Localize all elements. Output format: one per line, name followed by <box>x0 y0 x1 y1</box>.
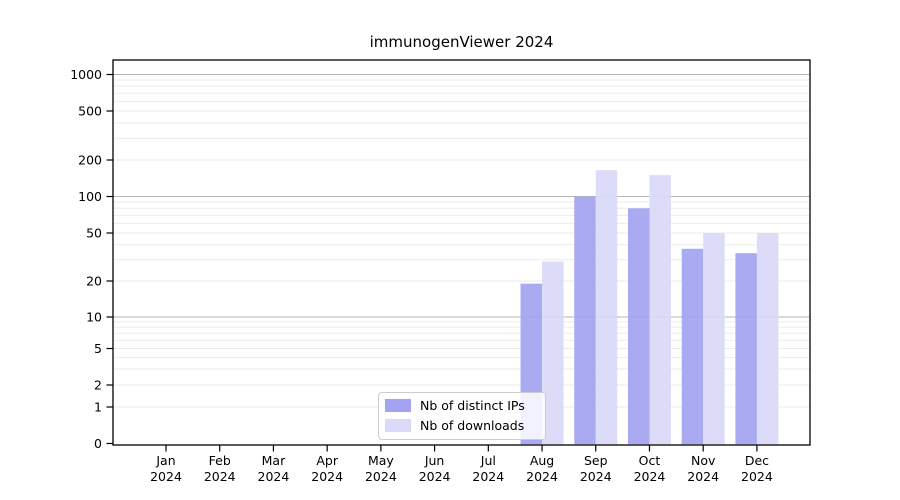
x-tick-label-month: Sep <box>584 453 608 468</box>
bar-dec-downloads <box>756 233 779 445</box>
x-tick-label-year: 2024 <box>150 469 182 484</box>
x-tick-label-month: Jul <box>480 453 496 468</box>
bar-oct-distinct-ips <box>627 208 650 445</box>
x-tick-label-year: 2024 <box>204 469 236 484</box>
bar-nov-downloads <box>703 233 725 445</box>
y-tick-label: 5 <box>94 341 102 356</box>
y-tick-label: 1000 <box>70 67 102 82</box>
x-tick-label-month: Jun <box>424 453 445 468</box>
x-tick-label-month: Mar <box>262 453 286 468</box>
x-tick-label-month: Apr <box>316 453 338 468</box>
y-tick-label: 500 <box>78 103 102 118</box>
x-tick-label-year: 2024 <box>526 469 558 484</box>
y-tick-label: 20 <box>86 273 102 288</box>
legend-item-downloads: Nb of downloads <box>385 418 537 433</box>
x-tick-label-month: Dec <box>745 453 769 468</box>
y-tick-label: 50 <box>86 225 102 240</box>
bar-aug-downloads <box>542 261 564 445</box>
y-tick-label: 0 <box>94 436 102 451</box>
x-tick-label-year: 2024 <box>687 469 719 484</box>
chart-legend: Nb of distinct IPs Nb of downloads <box>378 392 546 440</box>
legend-item-distinct-ips: Nb of distinct IPs <box>385 398 537 413</box>
x-tick-label-year: 2024 <box>419 469 451 484</box>
y-tick-label: 200 <box>78 152 102 167</box>
bar-sep-downloads <box>595 170 618 445</box>
x-tick-label-year: 2024 <box>580 469 612 484</box>
y-tick-label: 10 <box>86 309 102 324</box>
bar-nov-distinct-ips <box>681 248 704 445</box>
chart-title: immunogenViewer 2024 <box>369 33 554 51</box>
x-tick-label-year: 2024 <box>634 469 666 484</box>
x-tick-label-month: Oct <box>639 453 661 468</box>
x-tick-label-year: 2024 <box>741 469 773 484</box>
x-tick-label-month: Nov <box>691 453 716 468</box>
x-tick-label-month: May <box>368 453 394 468</box>
x-tick-label-year: 2024 <box>472 469 504 484</box>
y-tick-label: 2 <box>94 377 102 392</box>
x-tick-label-month: Jan <box>155 453 175 468</box>
y-tick-label: 1 <box>94 399 102 414</box>
plot-frame <box>112 59 811 446</box>
bar-sep-distinct-ips <box>574 196 596 445</box>
x-tick-label-year: 2024 <box>365 469 397 484</box>
x-tick-label-month: Aug <box>530 453 554 468</box>
x-tick-label-year: 2024 <box>258 469 290 484</box>
legend-swatch-distinct-ips <box>385 399 411 412</box>
y-tick-label: 100 <box>78 189 102 204</box>
legend-label-downloads: Nb of downloads <box>420 418 525 433</box>
x-tick-label-month: Feb <box>209 453 231 468</box>
x-tick-label-year: 2024 <box>311 469 343 484</box>
legend-swatch-downloads <box>385 419 411 432</box>
bar-oct-downloads <box>649 175 671 445</box>
bar-dec-distinct-ips <box>735 253 757 445</box>
legend-label-distinct-ips: Nb of distinct IPs <box>420 398 525 413</box>
